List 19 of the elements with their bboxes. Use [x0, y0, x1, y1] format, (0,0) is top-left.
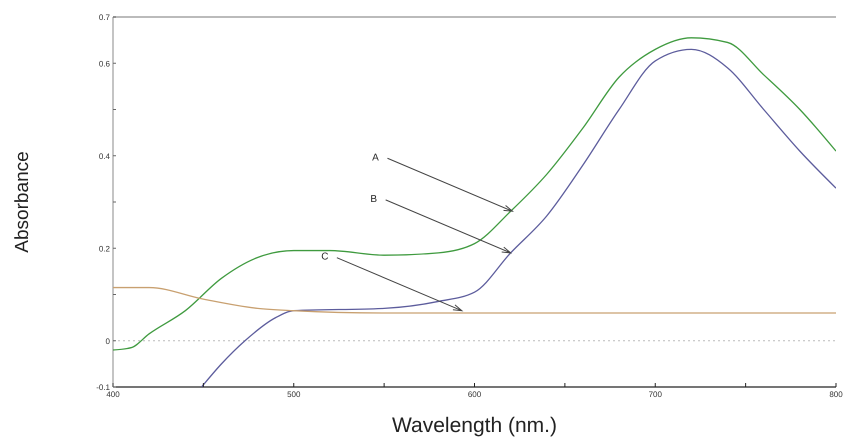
y-tick-label: 0.7 — [98, 13, 111, 22]
x-axis-title: Wavelength (nm.) — [392, 414, 557, 437]
y-tick-label: 0.2 — [98, 244, 111, 254]
y-tick-label: -0.1 — [96, 383, 111, 392]
x-tick-label: 800 — [829, 390, 844, 399]
line-series — [113, 286, 836, 314]
annotation: B — [370, 194, 378, 205]
y-tick-label: 0 — [106, 336, 111, 346]
x-tick-label: 700 — [648, 390, 662, 399]
line-series — [200, 48, 836, 387]
annotation: A — [372, 152, 380, 164]
x-tick-label: 400 — [106, 390, 120, 399]
y-tick-label: 0.6 — [98, 59, 111, 68]
x-tick-label: 600 — [468, 390, 482, 399]
y-axis-title: Absorbance — [12, 151, 33, 253]
annotation: C — [321, 252, 328, 263]
y-tick-label: 0.4 — [98, 152, 111, 161]
line-series — [113, 37, 836, 351]
x-tick-label: 500 — [287, 390, 301, 399]
